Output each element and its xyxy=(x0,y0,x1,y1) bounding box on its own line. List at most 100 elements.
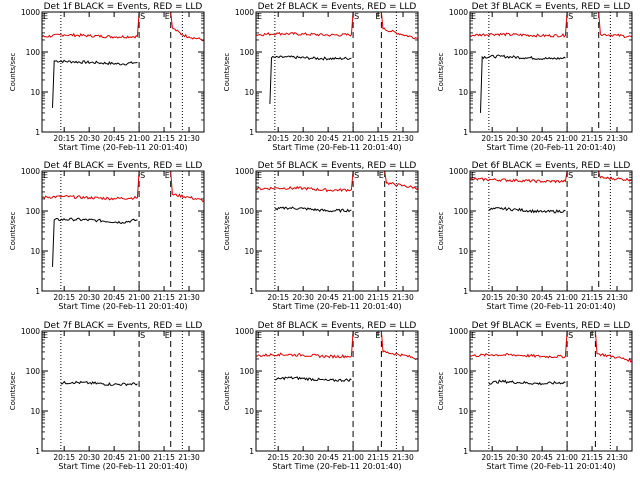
end-marker: E xyxy=(375,331,380,340)
events-rate-series xyxy=(269,55,352,105)
x-tick-label: 20:15 xyxy=(481,293,503,302)
panel-title: Det 5f BLACK = Events, RED = LLD xyxy=(258,161,417,171)
x-tick-label: 21:00 xyxy=(342,134,364,143)
y-axis-label: Counts/sec xyxy=(9,212,17,251)
y-tick-label: 100 xyxy=(454,48,469,57)
plot-frame xyxy=(469,170,633,292)
y-axis-label: Counts/sec xyxy=(437,212,445,251)
x-tick-label: 21:00 xyxy=(556,453,578,462)
y-tick-label: 1 xyxy=(35,128,40,137)
lld-rate-series xyxy=(41,170,205,203)
x-tick-label: 21:00 xyxy=(128,134,150,143)
y-tick-label: 1 xyxy=(463,287,468,296)
events-rate-series xyxy=(480,54,566,113)
edge-marker: E xyxy=(471,331,476,340)
y-axis-label: Counts/sec xyxy=(9,372,17,411)
x-tick-label: 20:30 xyxy=(506,293,528,302)
lld-rate-series xyxy=(255,170,419,193)
y-tick-label: 1 xyxy=(35,287,40,296)
y-tick-label: 1 xyxy=(249,447,254,456)
y-tick-label: 100 xyxy=(454,207,469,216)
x-tick-label: 21:30 xyxy=(606,293,628,302)
events-rate-series xyxy=(60,380,138,387)
y-tick-label: 10 xyxy=(30,88,40,97)
detector-panel: Det 5f BLACK = Events, RED = LLD 1 10 100 10… xyxy=(223,161,419,311)
y-tick-label: 1000 xyxy=(21,167,40,176)
edge-marker: E xyxy=(43,12,48,21)
x-tick-label: 20:15 xyxy=(267,453,289,462)
panel-title: Det 4f BLACK = Events, RED = LLD xyxy=(44,161,203,171)
y-tick-label: 1000 xyxy=(449,327,468,336)
panel-title: Det 2f BLACK = Events, RED = LLD xyxy=(258,2,417,12)
events-rate-series xyxy=(488,206,566,214)
x-tick-label: 20:15 xyxy=(267,293,289,302)
start-marker: S xyxy=(140,12,145,21)
x-tick-label: 21:30 xyxy=(606,134,628,143)
x-tick-label: 21:00 xyxy=(128,293,150,302)
plot-frame xyxy=(41,170,205,292)
y-tick-label: 1000 xyxy=(235,327,254,336)
x-tick-label: 20:15 xyxy=(267,134,289,143)
x-tick-label: 20:45 xyxy=(317,134,339,143)
x-tick-label: 21:00 xyxy=(128,453,150,462)
x-axis-label: Start Time (20-Feb-11 20:01:40) xyxy=(486,143,615,152)
x-axis-label: Start Time (20-Feb-11 20:01:40) xyxy=(486,302,615,311)
x-tick-label: 21:15 xyxy=(153,453,175,462)
edge-marker: E xyxy=(471,12,476,21)
x-axis-label: Start Time (20-Feb-11 20:01:40) xyxy=(272,143,401,152)
detector-panel: Det 3f BLACK = Events, RED = LLD 1 10 100 10… xyxy=(437,2,633,152)
x-tick-label: 20:30 xyxy=(78,453,100,462)
y-tick-label: 100 xyxy=(240,48,255,57)
start-marker: S xyxy=(354,12,359,21)
x-tick-label: 20:30 xyxy=(506,134,528,143)
x-tick-label: 21:15 xyxy=(581,453,603,462)
detector-panel: Det 9f BLACK = Events, RED = LLD 1 10 100 10… xyxy=(437,321,633,471)
start-marker: S xyxy=(568,171,573,180)
x-tick-label: 20:15 xyxy=(53,293,75,302)
lld-rate-series xyxy=(469,330,633,363)
edge-marker: E xyxy=(257,331,262,340)
events-rate-series xyxy=(52,217,138,267)
x-axis-label: Start Time (20-Feb-11 20:01:40) xyxy=(58,462,187,471)
x-axis-label: Start Time (20-Feb-11 20:01:40) xyxy=(58,302,187,311)
x-tick-label: 20:45 xyxy=(317,453,339,462)
x-tick-label: 21:30 xyxy=(392,134,414,143)
events-rate-series xyxy=(274,376,352,383)
y-tick-label: 10 xyxy=(244,247,254,256)
x-tick-label: 20:45 xyxy=(103,453,125,462)
events-rate-series xyxy=(274,206,352,214)
y-tick-label: 1000 xyxy=(449,167,468,176)
x-axis-label: Start Time (20-Feb-11 20:01:40) xyxy=(272,462,401,471)
events-rate-series xyxy=(52,59,138,108)
x-tick-label: 21:15 xyxy=(581,134,603,143)
x-tick-label: 21:00 xyxy=(342,453,364,462)
x-tick-label: 21:15 xyxy=(581,293,603,302)
y-tick-label: 100 xyxy=(26,367,41,376)
x-tick-label: 21:30 xyxy=(606,453,628,462)
panel-title: Det 7f BLACK = Events, RED = LLD xyxy=(44,321,203,331)
x-tick-label: 20:45 xyxy=(531,293,553,302)
x-tick-label: 21:15 xyxy=(153,293,175,302)
start-marker: S xyxy=(354,171,359,180)
panel-title: Det 9f BLACK = Events, RED = LLD xyxy=(472,321,631,331)
end-marker: E xyxy=(165,171,170,180)
start-marker: S xyxy=(354,331,359,340)
y-tick-label: 1 xyxy=(463,128,468,137)
y-tick-label: 1000 xyxy=(21,8,40,17)
x-axis-label: Start Time (20-Feb-11 20:01:40) xyxy=(58,143,187,152)
y-axis-label: Counts/sec xyxy=(437,53,445,92)
plot-frame xyxy=(41,330,205,452)
y-tick-label: 10 xyxy=(244,407,254,416)
x-tick-label: 20:45 xyxy=(531,134,553,143)
edge-marker: E xyxy=(257,12,262,21)
x-tick-label: 20:45 xyxy=(317,293,339,302)
x-tick-label: 20:15 xyxy=(53,453,75,462)
x-tick-label: 21:15 xyxy=(367,293,389,302)
y-tick-label: 1000 xyxy=(21,327,40,336)
detector-panel: Det 7f BLACK = Events, RED = LLD 1 10 100 10… xyxy=(9,321,205,471)
end-marker: E xyxy=(165,12,170,21)
x-tick-label: 20:45 xyxy=(103,293,125,302)
y-tick-label: 1 xyxy=(35,447,40,456)
x-tick-label: 20:15 xyxy=(481,134,503,143)
